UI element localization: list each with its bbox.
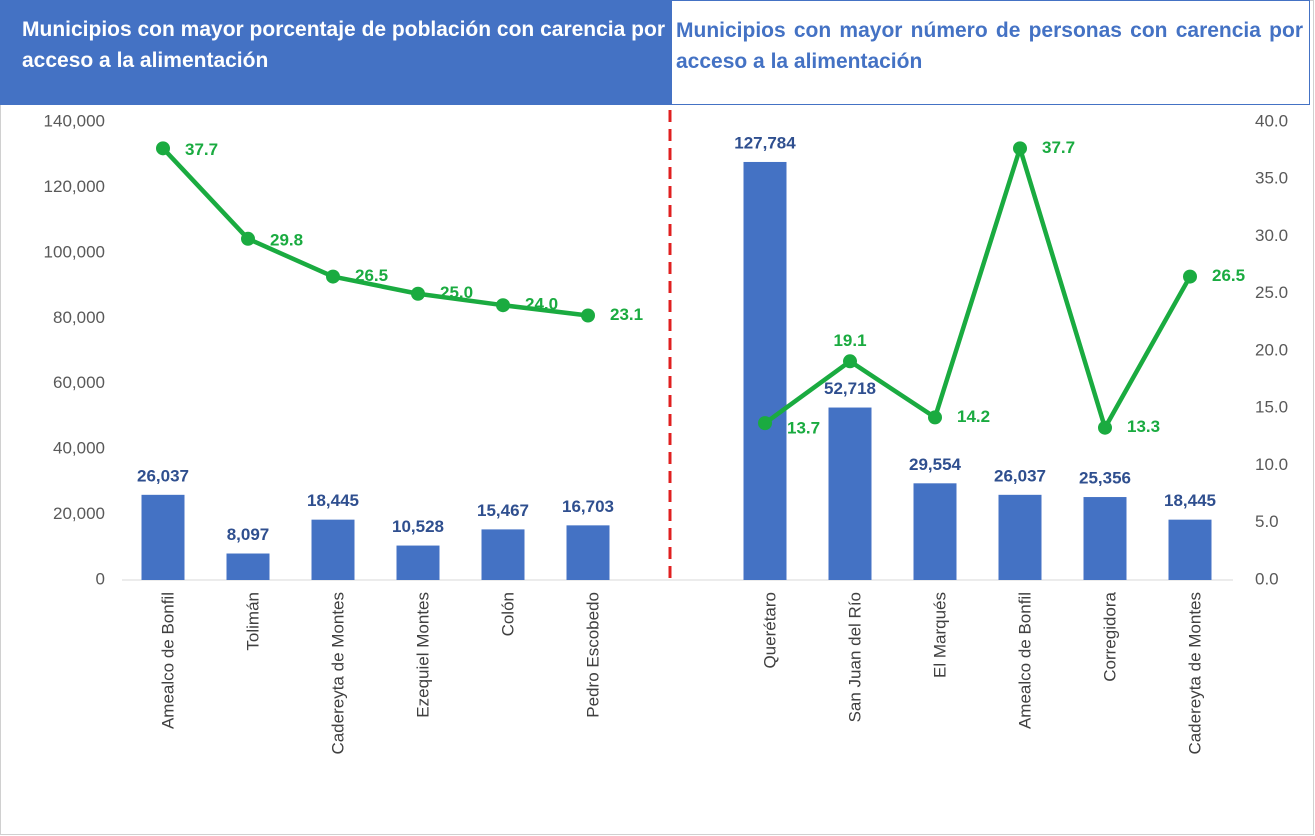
bar	[1083, 497, 1127, 580]
bar-label: 29,554	[909, 455, 962, 474]
x-tick-label: Amealco de Bonfil	[158, 592, 177, 729]
line-point	[758, 416, 772, 431]
bar-label: 16,703	[562, 497, 614, 516]
x-tick-label: San Juan del Río	[845, 592, 864, 722]
line-label: 37.7	[1042, 138, 1075, 157]
x-tick-label: Amealco de Bonfil	[1015, 592, 1034, 729]
x-tick-label: Ezequiel Montes	[413, 592, 432, 718]
bar-label: 26,037	[137, 466, 189, 485]
line	[763, 146, 1192, 430]
line-point	[156, 141, 170, 156]
y2-tick-label: 25.0	[1255, 283, 1288, 302]
line	[161, 146, 589, 318]
line-point	[928, 410, 942, 425]
line-label: 26.5	[1212, 266, 1245, 285]
x-tick-label: Pedro Escobedo	[583, 592, 602, 718]
y-tick-label: 60,000	[53, 373, 105, 392]
x-tick-label: Colón	[498, 592, 517, 636]
line-point	[411, 286, 425, 301]
bar-label: 15,467	[477, 501, 529, 520]
bar	[566, 525, 610, 580]
bar-label: 52,718	[824, 379, 876, 398]
bar	[481, 529, 525, 580]
x-tick-label: Tolimán	[243, 592, 262, 651]
line-label: 19.1	[833, 331, 866, 350]
bar-label: 25,356	[1079, 469, 1131, 488]
bar	[226, 553, 270, 580]
bar	[998, 494, 1042, 580]
bar	[311, 519, 355, 580]
line-label: 24.0	[525, 295, 558, 314]
bar	[828, 407, 872, 580]
bar-label: 127,784	[734, 133, 796, 152]
y2-tick-label: 20.0	[1255, 340, 1288, 359]
line-point	[1183, 269, 1197, 284]
line-point	[581, 308, 595, 323]
line-point	[326, 269, 340, 284]
x-tick-label: Cadereyta de Montes	[328, 592, 347, 755]
y2-tick-label: 40.0	[1255, 111, 1288, 130]
line-label: 37.7	[185, 140, 218, 159]
bar-label: 26,037	[994, 466, 1046, 485]
bar	[396, 545, 440, 580]
x-tick-label: Querétaro	[760, 592, 779, 669]
y2-tick-label: 30.0	[1255, 226, 1288, 245]
y-tick-label: 140,000	[44, 111, 105, 130]
bar-label: 10,528	[392, 517, 444, 536]
x-tick-label: Corregidora	[1100, 591, 1119, 681]
line-point	[843, 354, 857, 369]
line-label: 26.5	[355, 266, 388, 285]
line-point	[1013, 141, 1027, 156]
bar	[141, 494, 185, 580]
y2-tick-label: 10.0	[1255, 455, 1288, 474]
y-tick-label: 100,000	[44, 242, 105, 261]
y2-tick-label: 5.0	[1255, 512, 1279, 531]
panel-title: Municipios con mayor porcentaje de pobla…	[0, 0, 671, 105]
line-label: 29.8	[270, 230, 303, 249]
line-label: 23.1	[610, 305, 643, 324]
y-tick-label: 80,000	[53, 308, 105, 327]
y2-tick-label: 35.0	[1255, 169, 1288, 188]
bar-label: 8,097	[227, 525, 270, 544]
bar	[743, 161, 787, 580]
bar-label: 18,445	[307, 491, 359, 510]
line-label: 13.7	[787, 419, 820, 438]
line-label: 13.3	[1127, 417, 1160, 436]
line-point	[241, 231, 255, 246]
line-point	[496, 298, 510, 313]
x-tick-label: Cadereyta de Montes	[1185, 592, 1204, 755]
x-tick-label: El Marqués	[930, 592, 949, 678]
line-label: 14.2	[957, 407, 990, 426]
y-tick-label: 120,000	[44, 177, 105, 196]
bar	[1168, 519, 1212, 580]
y-tick-label: 0	[96, 569, 105, 588]
bar-label: 18,445	[1164, 491, 1216, 510]
y-tick-label: 40,000	[53, 439, 105, 458]
y2-tick-label: 0.0	[1255, 569, 1279, 588]
line-point	[1098, 420, 1112, 435]
y-tick-label: 20,000	[53, 504, 105, 523]
bar	[913, 483, 957, 580]
panel-title: Municipios con mayor número de personas …	[671, 0, 1310, 105]
y2-tick-label: 15.0	[1255, 398, 1288, 417]
line-label: 25.0	[440, 283, 473, 302]
